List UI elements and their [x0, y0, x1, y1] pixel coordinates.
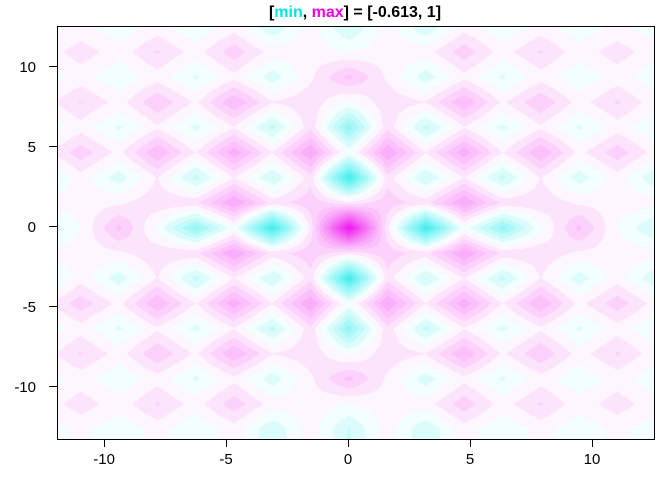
x-tick-mark	[591, 439, 593, 447]
plot-title: [min, max] = [-0.613, 1]	[57, 4, 653, 24]
y-tick-mark	[49, 146, 57, 148]
plot-title-part: [	[268, 4, 275, 21]
x-tick-label: -10	[93, 451, 115, 468]
plot-title-part: ,	[302, 4, 312, 21]
x-tick-mark	[469, 439, 471, 447]
y-tick-label: 5	[27, 138, 36, 156]
plot-title-part: ] = [-0.613, 1]	[343, 4, 442, 21]
y-tick-label: 10	[19, 58, 36, 76]
heatmap-canvas	[58, 27, 654, 439]
y-tick-mark	[49, 306, 57, 308]
y-tick-label: -10	[14, 378, 36, 396]
plot-area	[57, 26, 655, 440]
x-tick-mark	[225, 439, 227, 447]
x-tick-label: -5	[219, 451, 233, 468]
x-tick-label: 5	[465, 451, 475, 468]
x-tick-label: 10	[583, 451, 601, 468]
x-tick-label: 0	[343, 451, 353, 468]
y-tick-label: -5	[22, 298, 36, 316]
y-tick-mark	[49, 386, 57, 388]
x-tick-mark	[103, 439, 105, 447]
y-tick-mark	[49, 66, 57, 68]
y-tick-mark	[49, 226, 57, 228]
x-tick-mark	[347, 439, 349, 447]
plot-title-part: max	[311, 4, 344, 21]
y-tick-label: 0	[27, 218, 36, 236]
plot-title-part: min	[274, 4, 303, 21]
